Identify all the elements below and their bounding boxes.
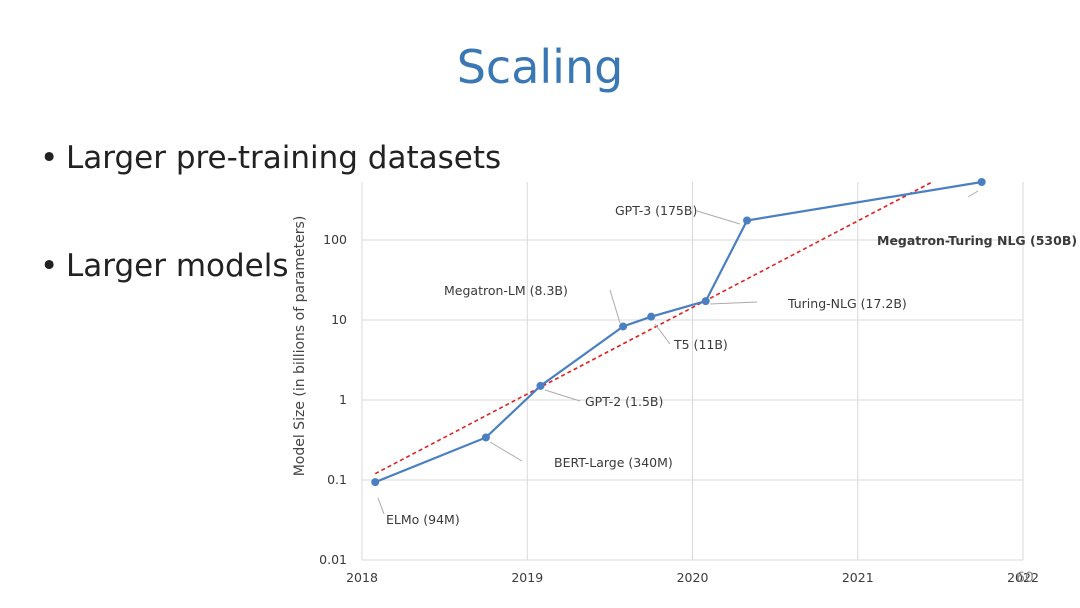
- bullet-text: Larger models: [66, 248, 289, 284]
- point-label: BERT-Large (340M): [554, 455, 673, 470]
- data-point: [647, 312, 656, 321]
- x-tick-label: 2022: [1007, 570, 1039, 585]
- bullet-text: Larger pre-training datasets: [66, 140, 502, 176]
- x-tick-label: 2018: [346, 570, 378, 585]
- point-label: T5 (11B): [673, 337, 728, 352]
- point-leader-line: [609, 289, 621, 324]
- x-tick-label: 2019: [511, 570, 543, 585]
- slide-title: Scaling: [456, 40, 624, 94]
- bullet-dot-icon: •: [40, 140, 59, 176]
- point-label: GPT-2 (1.5B): [585, 394, 663, 409]
- bullet-item: • Larger pre-training datasets: [40, 140, 501, 176]
- point-leader-line: [654, 323, 671, 345]
- point-label: GPT-3 (175B): [615, 203, 697, 218]
- page-number: 60: [1016, 570, 1034, 586]
- point-leader-line: [696, 210, 741, 225]
- bullet-dot-icon: •: [40, 248, 59, 284]
- point-label: Turing-NLG (17.2B): [787, 296, 907, 311]
- data-point: [619, 322, 628, 331]
- point-label: ELMo (94M): [386, 512, 460, 527]
- trend-line: [374, 181, 933, 475]
- y-axis-label: Model Size (in billions of parameters): [292, 216, 308, 477]
- point-label: Megatron-Turing NLG (530B): [877, 233, 1077, 248]
- point-leader-line: [377, 497, 385, 515]
- data-point: [536, 381, 545, 390]
- y-tick-label: 1: [339, 392, 347, 407]
- data-point: [701, 297, 710, 306]
- x-tick-label: 2021: [842, 570, 874, 585]
- point-leader-line: [489, 441, 523, 462]
- data-point: [371, 478, 380, 487]
- bullet-item: • Larger models: [40, 248, 289, 284]
- x-tick-label: 2020: [677, 570, 709, 585]
- series-line: [374, 180, 982, 484]
- data-point: [977, 178, 986, 186]
- point-leader-line: [544, 389, 581, 402]
- y-tick-label: 10: [331, 312, 347, 327]
- data-point: [481, 433, 490, 442]
- point-label: Megatron-LM (8.3B): [444, 283, 568, 298]
- point-leader-line: [709, 301, 758, 305]
- point-leader-line: [967, 190, 979, 198]
- y-tick-label: 0.1: [327, 472, 347, 487]
- y-tick-label: 0.01: [319, 552, 347, 567]
- data-point: [743, 216, 752, 225]
- y-tick-label: 100: [323, 232, 347, 247]
